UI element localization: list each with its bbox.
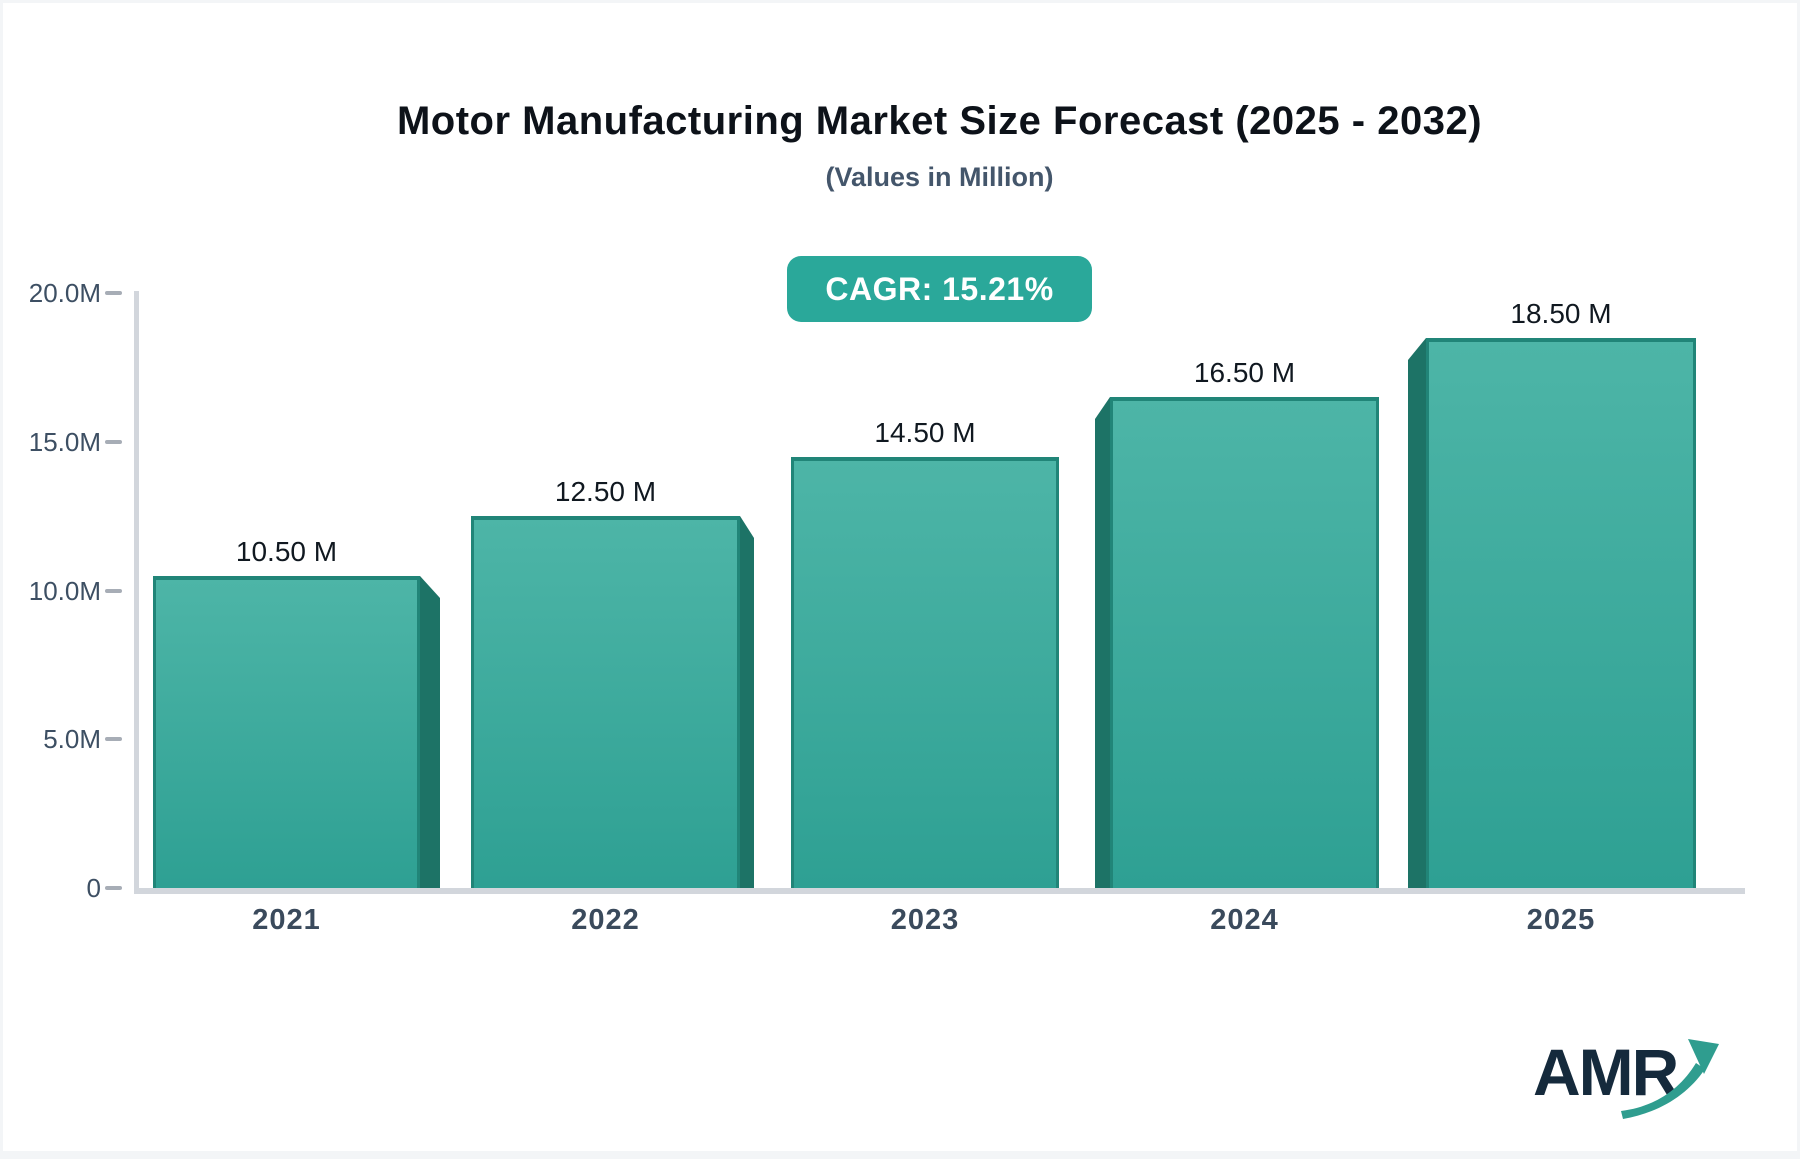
x-axis-label-2025: 2025	[1386, 904, 1736, 937]
y-tick-label: 10.0M	[3, 576, 101, 607]
bar-2022	[471, 516, 740, 888]
y-tick-mark	[105, 886, 122, 890]
bar-2025	[1426, 338, 1696, 888]
y-tick-label: 20.0M	[3, 278, 101, 309]
bar-value-label: 18.50 M	[1386, 298, 1736, 330]
y-tick-mark	[105, 440, 122, 444]
bar-value-label: 12.50 M	[431, 476, 780, 508]
x-axis-baseline	[134, 888, 1745, 894]
bar-3d-side-face	[740, 516, 754, 888]
bar-2024	[1110, 397, 1379, 888]
bar-value-label: 14.50 M	[751, 417, 1099, 449]
y-axis-line	[134, 291, 139, 894]
y-tick-mark	[105, 589, 122, 593]
chart-canvas: Motor Manufacturing Market Size Forecast…	[3, 3, 1797, 1151]
x-axis-label-2022: 2022	[431, 904, 780, 937]
amr-logo-text: AMR	[1533, 1035, 1679, 1109]
y-tick-label: 5.0M	[3, 724, 101, 755]
x-axis-label-2024: 2024	[1070, 904, 1419, 937]
bar-chart-plot: 20.0M 15.0M 10.0M 5.0M 0 10.50 M 2021 12.50 M 20…	[3, 3, 1800, 1159]
bar-value-label: 10.50 M	[113, 536, 460, 568]
y-tick-mark	[105, 291, 122, 295]
bar-3d-side-face	[420, 576, 440, 888]
bar-2021	[153, 576, 420, 888]
y-tick-label: 0	[3, 873, 101, 904]
bar-3d-side-face	[1408, 338, 1426, 888]
bar-3d-side-face	[1095, 397, 1110, 888]
bar-value-label: 16.50 M	[1070, 357, 1419, 389]
x-axis-label-2021: 2021	[113, 904, 460, 937]
y-tick-mark	[105, 737, 122, 741]
y-tick-label: 15.0M	[3, 427, 101, 458]
bar-2023	[791, 457, 1059, 888]
amr-logo: AMR	[1531, 1025, 1731, 1120]
x-axis-label-2023: 2023	[751, 904, 1099, 937]
